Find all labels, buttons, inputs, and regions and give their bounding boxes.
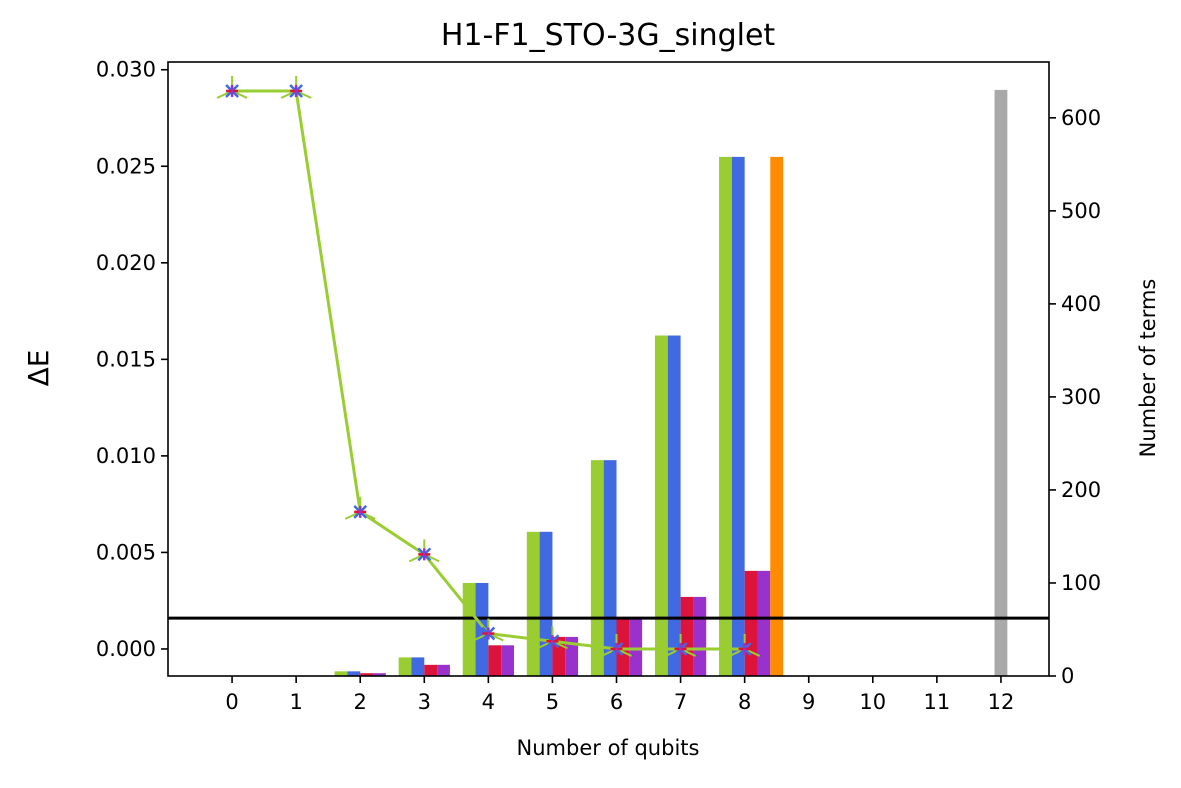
delta-e-point-7 [665,633,697,657]
bar-series-3-x-8 [757,570,771,676]
bar-series-0-x-3 [398,657,412,676]
bar-series-2-x-6 [616,618,630,676]
y-left-tick-label-0.000: 0.000 [96,637,156,661]
y-left-tick-label-0.005: 0.005 [96,540,156,564]
x-tick-label-4: 4 [482,690,495,714]
delta-e-point-0 [216,75,248,99]
bar-series-0-x-5 [526,531,540,676]
x-tick-label-2: 2 [354,690,367,714]
chart-title: H1-F1_STO-3G_singlet [441,18,776,53]
x-tick-label-8: 8 [738,690,751,714]
bar-series-1-x-6 [603,460,617,676]
x-tick-label-9: 9 [802,690,815,714]
bar-series-1-x-3 [411,657,425,676]
y-axis-label-left: ΔE [22,350,55,387]
y-left-tick-label-0.030: 0.030 [96,58,156,82]
bar-series-5-x-12 [994,89,1008,677]
y-right-tick-label-600: 600 [1061,106,1101,130]
x-tick-label-5: 5 [546,690,559,714]
x-tick-label-0: 0 [225,690,238,714]
x-tick-label-6: 6 [610,690,623,714]
plot-frame [167,61,1050,677]
bar-series-2-x-3 [424,664,438,676]
delta-e-point-5 [537,626,568,650]
bar-series-0-x-6 [590,460,604,676]
bar-series-3-x-2 [373,673,386,676]
x-tick-label-3: 3 [418,690,431,714]
bar-series-0-x-4 [462,582,476,676]
bar-series-2-x-4 [488,645,502,676]
bar-series-1-x-4 [475,582,489,676]
axes-layer: 0 1 2 3 4 5 6 7 8 9 10 11 120.0000.0050.0100.0150.02… [96,58,1101,714]
bar-series-3-x-7 [693,596,707,676]
bar-series-3-x-5 [565,636,579,676]
bar-series-1-x-8 [731,156,745,676]
y-left-tick-label-0.025: 0.025 [96,154,156,178]
delta-e-point-8 [729,633,761,657]
bar-series-0-x-8 [719,156,732,676]
y-right-tick-label-400: 400 [1061,292,1101,316]
y-right-tick-label-500: 500 [1061,199,1101,223]
y-right-tick-label-0: 0 [1061,664,1074,688]
y-axis-label-right: Number of terms [1136,279,1160,458]
y-left-tick-label-0.010: 0.010 [96,444,156,468]
x-axis-label: Number of qubits [517,736,700,760]
bar-series-2-x-7 [680,596,694,676]
bar-series-3-x-3 [437,664,450,676]
x-tick-label-7: 7 [674,690,687,714]
x-tick-label-1: 1 [289,690,302,714]
delta-e-point-4 [472,618,504,642]
bar-series-2-x-8 [744,570,758,676]
bar-series-2-x-2 [360,673,374,676]
line-layer [168,75,1049,657]
bar-series-0-x-2 [334,671,348,676]
bar-series-4-x-8 [770,156,784,676]
bar-series-3-x-4 [501,645,514,676]
bar-series-1-x-2 [347,671,361,676]
bar-series-1-x-7 [667,335,681,676]
y-right-tick-label-300: 300 [1061,385,1101,409]
y-right-tick-label-100: 100 [1061,571,1101,595]
y-left-tick-label-0.020: 0.020 [96,251,156,275]
bar-series-0-x-7 [654,335,668,676]
bar-series-1-x-5 [539,531,553,676]
x-tick-label-10: 10 [859,690,886,714]
x-tick-label-12: 12 [988,690,1015,714]
y-right-tick-label-200: 200 [1061,478,1101,502]
bar-series-3-x-6 [629,618,643,676]
y-left-tick-label-0.015: 0.015 [96,347,156,371]
x-tick-label-11: 11 [924,690,951,714]
delta-e-point-2 [344,496,376,520]
delta-e-point-6 [601,633,632,657]
delta-e-point-1 [280,75,312,99]
delta-e-point-3 [408,539,440,563]
